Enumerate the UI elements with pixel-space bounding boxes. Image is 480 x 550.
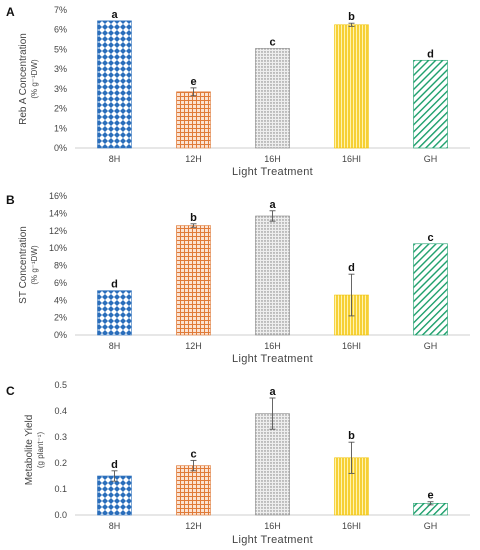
- significance-letter-16h: c: [269, 36, 275, 48]
- error-bar-12h: [190, 459, 197, 472]
- bar-12h: [176, 91, 211, 149]
- x-tick-label-16h: 16H: [264, 154, 281, 164]
- significance-letter-16h: a: [269, 386, 276, 398]
- significance-letter-8h: d: [111, 459, 118, 471]
- y-tick-label: 10%: [49, 243, 67, 253]
- panel-label: B: [6, 193, 15, 207]
- bar-16h: [255, 48, 290, 149]
- error-bar-12h: [190, 223, 197, 228]
- error-bar-8h: [111, 470, 118, 482]
- y-tick-label: 0.4: [54, 406, 67, 416]
- y-tick-label: 4%: [54, 295, 67, 305]
- x-tick-label-16hi: 16HI: [342, 154, 361, 164]
- y-axis-title-group: Metabolite Yield (g plant⁻¹): [24, 415, 45, 486]
- bar-gh: [413, 59, 448, 149]
- error-bar-16h: [269, 397, 276, 430]
- significance-letter-gh: c: [427, 232, 433, 244]
- y-tick-label: 0.0: [54, 510, 67, 520]
- x-tick-label-gh: GH: [424, 341, 438, 351]
- y-tick-label: 3%: [54, 84, 67, 94]
- chart-reb-a: A Reb A Concentration (% g⁻¹DW) 0% 1% 2% 3%…: [6, 5, 470, 178]
- bar-gh: [413, 243, 448, 336]
- bar-16h: [255, 215, 290, 336]
- y-axis-title-group: Reb A Concentration (% g⁻¹DW): [18, 33, 39, 125]
- y-tick-label: 0.3: [54, 432, 67, 442]
- bar-8h: [97, 20, 132, 149]
- y-tick-label: 0.2: [54, 458, 67, 468]
- significance-letter-16hi: b: [348, 430, 355, 442]
- y-tick-label: 6%: [54, 278, 67, 288]
- bar-16h: [255, 413, 290, 516]
- error-bar-16hi: [348, 22, 355, 27]
- chart-st: B ST Concentration (% g⁻¹DW) 0% 2% 4% 6% 8% 1…: [6, 191, 470, 365]
- y-axis-unit: (% g⁻¹DW): [30, 245, 39, 285]
- y-tick-label: 2%: [54, 104, 67, 114]
- significance-letter-gh: e: [427, 490, 433, 502]
- y-tick-label: 0.1: [54, 484, 67, 494]
- chart-metabolite-yield: C Metabolite Yield (g plant⁻¹) 0.0 0.1 0.2…: [6, 380, 470, 546]
- x-axis-title: Light Treatment: [232, 353, 313, 365]
- error-bar-16h: [269, 210, 276, 222]
- significance-letter-16hi: d: [348, 262, 355, 274]
- y-axis-unit: (g plant⁻¹): [36, 432, 45, 469]
- error-bar-12h: [190, 87, 197, 97]
- x-axis-title: Light Treatment: [232, 534, 313, 546]
- y-tick-label: 0%: [54, 143, 67, 153]
- significance-letter-8h: a: [111, 9, 118, 21]
- y-tick-label: 0.5: [54, 380, 67, 390]
- x-axis-title: Light Treatment: [232, 166, 313, 178]
- significance-letter-12h: e: [190, 76, 196, 88]
- panel-label: A: [6, 5, 15, 19]
- error-bar-16hi: [348, 273, 355, 317]
- x-tick-label-12h: 12H: [185, 341, 202, 351]
- y-axis-title: Reb A Concentration: [18, 33, 29, 125]
- y-tick-label: 2%: [54, 313, 67, 323]
- x-tick-label-8h: 8H: [109, 154, 121, 164]
- y-tick-label: 16%: [49, 191, 67, 201]
- y-tick-label: 14%: [49, 208, 67, 218]
- x-tick-label-16hi: 16HI: [342, 521, 361, 531]
- x-tick-label-8h: 8H: [109, 341, 121, 351]
- y-axis-title: Metabolite Yield: [24, 415, 35, 486]
- bar-12h: [176, 465, 211, 516]
- bar-12h: [176, 225, 211, 336]
- x-tick-label-12h: 12H: [185, 521, 202, 531]
- error-bar-gh: [427, 501, 434, 506]
- y-axis-title: ST Concentration: [18, 226, 29, 304]
- y-axis-unit: (% g⁻¹DW): [30, 59, 39, 99]
- x-tick-label-16h: 16H: [264, 341, 281, 351]
- x-tick-label-16h: 16H: [264, 521, 281, 531]
- y-axis-title-group: ST Concentration (% g⁻¹DW): [18, 226, 39, 304]
- panel-label: C: [6, 384, 15, 398]
- x-tick-label-gh: GH: [424, 521, 438, 531]
- y-tick-label: 3%: [54, 64, 67, 74]
- significance-letter-16hi: b: [348, 11, 355, 23]
- y-tick-label: 5%: [54, 44, 67, 54]
- x-tick-label-8h: 8H: [109, 521, 121, 531]
- y-tick-label: 1%: [54, 123, 67, 133]
- y-tick-label: 7%: [54, 5, 67, 15]
- bar-8h: [97, 290, 132, 336]
- error-bar-16hi: [348, 441, 355, 474]
- significance-letter-12h: c: [190, 448, 196, 460]
- y-tick-label: 0%: [54, 330, 67, 340]
- significance-letter-8h: d: [111, 279, 118, 291]
- significance-letter-12h: b: [190, 212, 197, 224]
- x-tick-label-12h: 12H: [185, 154, 202, 164]
- significance-letter-gh: d: [427, 48, 434, 60]
- bar-8h: [97, 475, 132, 516]
- x-tick-label-16hi: 16HI: [342, 341, 361, 351]
- y-tick-label: 8%: [54, 261, 67, 271]
- x-tick-label-gh: GH: [424, 154, 438, 164]
- significance-letter-16h: a: [269, 199, 276, 211]
- y-tick-label: 6%: [54, 25, 67, 35]
- bar-16hi: [334, 24, 369, 149]
- y-tick-label: 12%: [49, 226, 67, 236]
